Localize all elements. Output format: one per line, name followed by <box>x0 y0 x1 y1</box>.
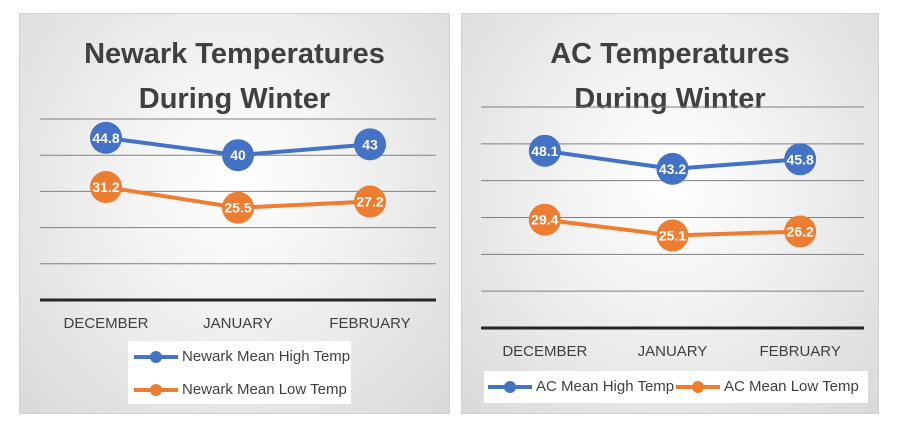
legend-item-ac-high: AC Mean High Temp <box>488 378 674 395</box>
ac-x-tick-label: FEBRUARY <box>759 343 840 360</box>
legend-line-marker-icon <box>676 380 720 393</box>
newark-data-label: 40 <box>230 147 246 163</box>
ac-data-point <box>656 152 689 185</box>
newark-data-label: 27.2 <box>356 194 383 210</box>
newark-data-label: 31.2 <box>92 179 119 195</box>
ac-data-point <box>784 215 817 248</box>
newark-line-chart: DECEMBER JANUARY FEBRUARY 44.8 40 43 31.2 25.5 2… <box>40 118 436 332</box>
newark-data-point <box>354 128 386 161</box>
legend-line-marker-icon <box>488 380 532 393</box>
legend-item-newark-high: Newark Mean High Temp <box>134 348 350 365</box>
ac-chart-title: AC Temperatures During Winter <box>550 38 790 115</box>
ac-data-label: 45.8 <box>787 151 814 167</box>
ac-data-label: 43.2 <box>659 161 686 177</box>
newark-data-point <box>90 171 122 204</box>
ac-x-tick-label: DECEMBER <box>502 343 587 360</box>
newark-legend: Newark Mean High Temp Newark Mean Low Te… <box>128 341 351 404</box>
newark-x-tick-label: DECEMBER <box>63 315 148 332</box>
newark-chart-title: Newark Temperatures During Winter <box>84 38 385 115</box>
ac-line-chart: DECEMBER JANUARY FEBRUARY 48.1 43.2 45.8 29.4 2… <box>481 106 864 360</box>
legend-item-newark-low: Newark Mean Low Temp <box>134 381 347 398</box>
newark-chart-panel: Newark Temperatures During Winter DECEMB… <box>19 13 450 414</box>
ac-data-point <box>656 219 689 252</box>
newark-data-point <box>222 139 254 172</box>
newark-data-label: 25.5 <box>224 200 251 216</box>
ac-data-label: 48.1 <box>531 143 558 159</box>
newark-data-label: 44.8 <box>92 130 119 146</box>
newark-data-label: 43 <box>362 136 378 152</box>
ac-x-tick-label: JANUARY <box>638 343 708 360</box>
newark-x-tick-label: JANUARY <box>203 315 273 332</box>
ac-data-label: 29.4 <box>531 212 558 228</box>
legend-line-marker-icon <box>134 350 178 363</box>
ac-data-point <box>528 134 561 167</box>
ac-legend: AC Mean High Temp AC Mean Low Temp <box>484 371 868 403</box>
ac-data-label: 26.2 <box>787 223 814 239</box>
newark-x-tick-label: FEBRUARY <box>329 315 410 332</box>
ac-chart-panel: AC Temperatures During Winter DECEMBER JA… <box>461 13 879 414</box>
ac-data-label: 25.1 <box>659 228 686 244</box>
newark-data-point <box>222 191 254 224</box>
legend-item-ac-low: AC Mean Low Temp <box>676 378 859 395</box>
ac-data-point <box>784 143 817 176</box>
newark-data-point <box>90 121 122 154</box>
ac-data-point <box>528 203 561 236</box>
legend-line-marker-icon <box>134 383 178 396</box>
newark-data-point <box>354 185 386 218</box>
